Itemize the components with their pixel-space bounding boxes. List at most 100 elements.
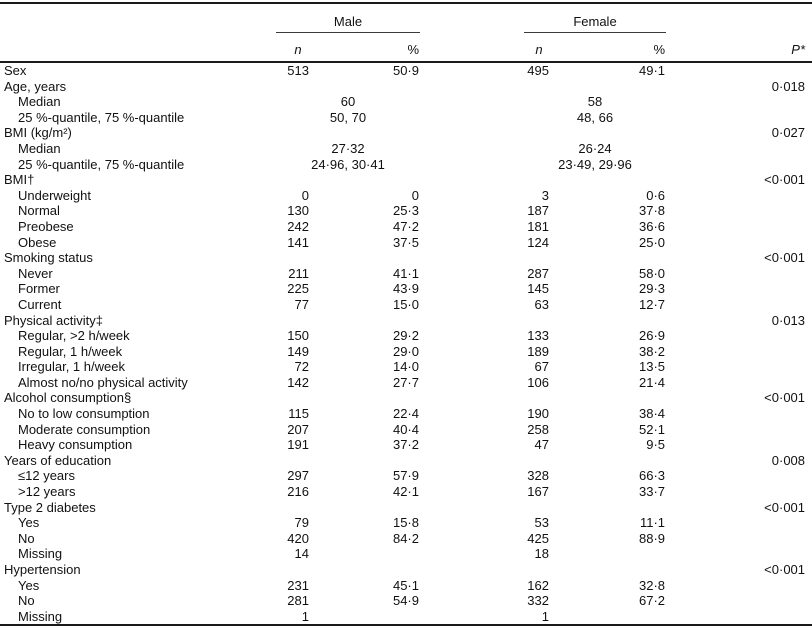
female-n-value: 332 [527, 593, 549, 609]
gap-cell [420, 484, 524, 500]
gap-cell [420, 375, 524, 391]
table-row: BMI (kg/m²) 0·027 [0, 125, 812, 141]
table-row: ≤12 years 297 57·9 328 66·3 [0, 468, 812, 484]
p-value: <0·001 [764, 562, 806, 577]
row-label: Hypertension [4, 562, 81, 577]
p-value-header: P* [666, 32, 812, 63]
p-value: <0·001 [764, 250, 806, 266]
female-percent-value: 88·9 [638, 530, 666, 546]
gap-cell [420, 531, 524, 547]
p-value: <0·001 [764, 172, 806, 188]
female-percent-value: 38·2 [638, 343, 666, 359]
p-value [666, 219, 812, 235]
row-label: Irregular, 1 h/week [18, 359, 125, 375]
row-label: Never [18, 265, 53, 281]
table-row: No 281 54·9 332 67·2 [0, 593, 812, 609]
female-percent-value: 11·1 [639, 515, 666, 531]
table-row: >12 years 216 42·1 167 33·7 [0, 484, 812, 500]
p-value [666, 62, 812, 79]
table-row: Missing 1 1 [0, 609, 812, 626]
gap-cell [420, 562, 524, 578]
male-n-value [276, 172, 320, 188]
p-value [666, 484, 812, 500]
gap-cell [420, 609, 524, 626]
row-label: Normal [18, 203, 60, 219]
male-percent-value: 54·9 [392, 593, 419, 609]
gap-cell [420, 546, 524, 562]
male-n-value: 77 [294, 296, 309, 312]
female-percent-value: 36·6 [638, 218, 666, 234]
female-percent-value [554, 500, 666, 516]
female-span-value: 23·49, 29·96 [558, 156, 632, 172]
row-label: No to low consumption [18, 406, 150, 422]
gap-cell [420, 359, 524, 375]
female-n-value: 106 [527, 374, 549, 390]
male-span-value: 27·32 [331, 140, 365, 156]
table-row: Median 60 58 [0, 94, 812, 110]
female-percent-header: % [554, 32, 667, 63]
gap-cell [420, 281, 524, 297]
gap-cell [420, 437, 524, 453]
female-percent-value: 52·1 [638, 421, 666, 437]
gap-cell [420, 297, 524, 313]
row-label: 25 %-quantile, 75 %-quantile [18, 109, 185, 125]
gap-cell [420, 515, 524, 531]
male-n-value [276, 250, 320, 266]
male-n-value [276, 125, 320, 141]
male-column-group-header: Male [276, 3, 420, 33]
female-percent-value: 37·8 [638, 203, 666, 219]
female-n-value: 328 [527, 468, 549, 484]
female-percent-value [554, 453, 666, 469]
table-row: Alcohol consumption§ <0·001 [0, 390, 812, 406]
p-value [666, 110, 812, 126]
female-n-value: 495 [527, 63, 549, 78]
row-label: Sex [4, 63, 27, 78]
female-percent-value: 21·4 [638, 374, 666, 390]
female-percent-value [554, 546, 666, 562]
male-n-value: 1 [301, 608, 309, 624]
female-n-value: 190 [527, 406, 549, 422]
p-value [666, 157, 812, 173]
male-percent-value: 41·1 [392, 265, 419, 281]
table-row: 25 %-quantile, 75 %-quantile 50, 70 48, 66 [0, 110, 812, 126]
row-label: Median [18, 94, 61, 110]
male-n-value: 513 [287, 63, 309, 78]
gap-cell [420, 141, 524, 157]
gap-cell [420, 250, 524, 266]
male-percent-value: 27·7 [392, 374, 419, 390]
female-span-value: 58 [587, 94, 603, 110]
female-n-value: 287 [527, 265, 549, 281]
gap-cell [420, 390, 524, 406]
male-percent-value [320, 172, 420, 188]
female-percent-value [554, 609, 666, 626]
row-label: Median [18, 140, 61, 156]
male-percent-value [320, 546, 420, 562]
gap-cell [420, 172, 524, 188]
table-row: Underweight 0 0 3 0·6 [0, 188, 812, 204]
gap-cell [420, 468, 524, 484]
table-row: Yes 79 15·8 53 11·1 [0, 515, 812, 531]
row-label: Current [18, 296, 62, 312]
male-n-value: 142 [287, 374, 309, 390]
female-percent-value [554, 250, 666, 266]
male-percent-value: 37·5 [392, 234, 419, 250]
male-percent-value [320, 390, 420, 406]
p-value [666, 297, 812, 313]
gap-cell [420, 313, 524, 329]
female-percent-value: 9·5 [646, 437, 666, 453]
p-value: <0·001 [764, 499, 806, 515]
gap-cell [420, 406, 524, 422]
female-percent-value: 0·6 [646, 187, 666, 203]
row-label: >12 years [18, 484, 76, 500]
male-percent-value [320, 500, 420, 516]
p-value: 0·013 [771, 312, 806, 328]
female-n-value [524, 125, 554, 141]
female-n-value [524, 313, 554, 329]
female-percent-value: 13·5 [638, 359, 666, 375]
female-percent-value [554, 390, 666, 406]
table-row: Missing 14 18 [0, 546, 812, 562]
female-percent-value: 32·8 [638, 577, 666, 593]
table-row: Physical activity‡ 0·013 [0, 313, 812, 329]
male-n-value: 141 [287, 234, 309, 250]
